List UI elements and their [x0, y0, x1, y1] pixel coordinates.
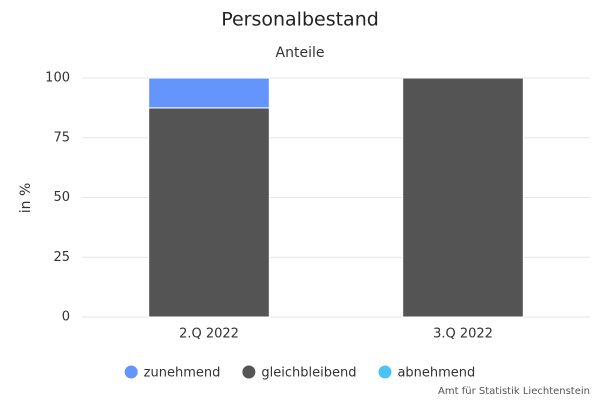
y-tick-label: 100 [45, 71, 70, 86]
bar-segment [402, 77, 524, 318]
bar-segment [148, 77, 270, 109]
legend-label: gleichbleibend [261, 366, 356, 381]
y-tick-label: 25 [53, 250, 70, 265]
y-tick-label: 0 [62, 310, 70, 325]
legend-marker [378, 365, 392, 379]
legend-marker [242, 365, 256, 379]
y-axis-label: in % [18, 183, 34, 214]
credit: Amt für Statistik Liechtenstein [438, 386, 590, 397]
y-tick-label: 75 [53, 130, 70, 145]
chart-subtitle: Anteile [276, 45, 325, 61]
x-tick-label: 3.Q 2022 [433, 327, 493, 342]
chart-title: Personalbestand [221, 9, 379, 31]
legend-marker [124, 365, 138, 379]
y-tick-label: 50 [53, 190, 70, 205]
x-tick-label: 2.Q 2022 [179, 327, 239, 342]
legend-label: abnehmend [397, 366, 475, 381]
bar-segment [148, 107, 270, 318]
legend-label: zunehmend [144, 366, 221, 381]
